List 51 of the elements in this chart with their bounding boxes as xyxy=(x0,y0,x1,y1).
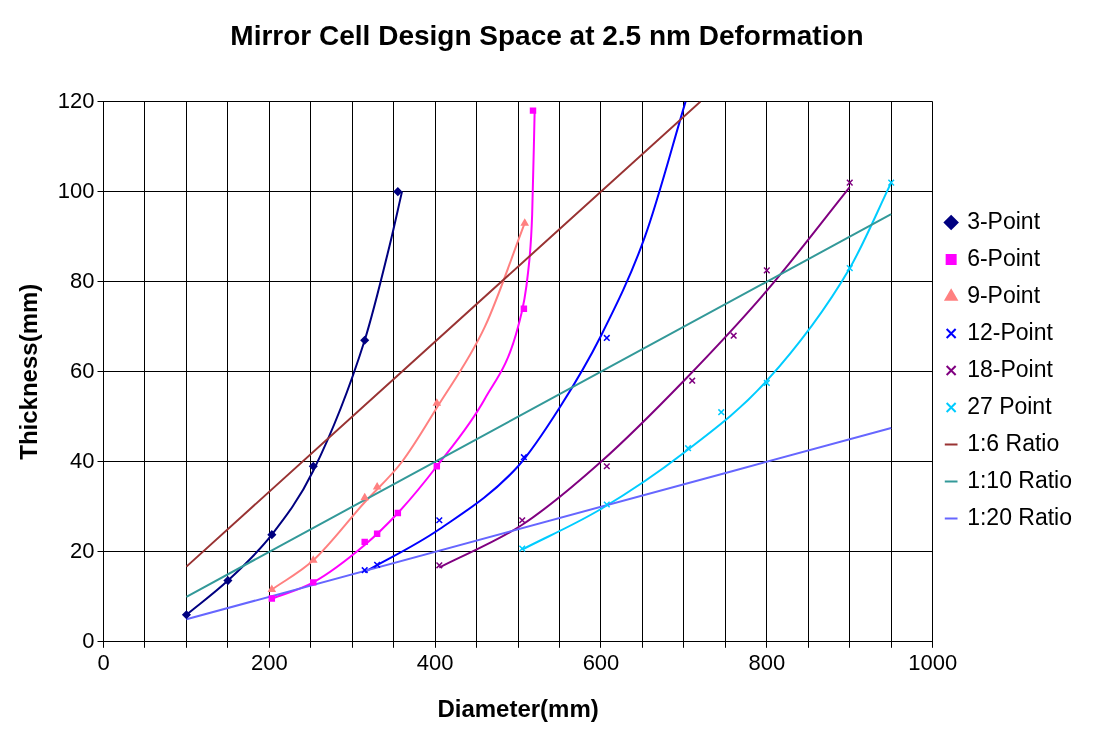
point xyxy=(373,530,381,537)
x-tick-label: 200 xyxy=(250,650,288,676)
legend-label: 1:20 Ratio xyxy=(967,503,1073,530)
legend-label: 12-Point xyxy=(967,318,1054,345)
point xyxy=(520,218,529,226)
line-series xyxy=(521,181,893,551)
point xyxy=(730,332,738,340)
point xyxy=(433,463,441,470)
point xyxy=(717,408,725,416)
legend-label: 9-Point xyxy=(967,281,1041,308)
y-axis-title: Thickness(mm) xyxy=(15,283,43,460)
point xyxy=(268,585,276,593)
point xyxy=(182,610,191,620)
x-tick-label: 1000 xyxy=(908,650,958,676)
point xyxy=(520,305,528,312)
chart-title: Mirror Cell Design Space at 2.5 nm Deformation xyxy=(230,19,864,51)
point xyxy=(518,516,526,524)
x-axis-title: Diameter(mm) xyxy=(437,695,599,723)
legend-label: 1:6 Ratio xyxy=(967,429,1060,456)
legend-label: 1:10 Ratio xyxy=(967,466,1073,493)
point xyxy=(393,187,403,196)
point xyxy=(529,107,537,114)
legend-label: 27 Point xyxy=(967,392,1053,419)
point xyxy=(360,493,369,501)
point xyxy=(361,538,368,546)
point xyxy=(603,462,611,470)
y-tick-label: 60 xyxy=(70,357,95,383)
y-tick-label: 80 xyxy=(70,267,95,293)
y-tick-label: 0 xyxy=(82,627,95,653)
x-tick-label: 400 xyxy=(416,650,454,676)
y-tick-label: 120 xyxy=(57,87,95,113)
point xyxy=(309,461,318,471)
point xyxy=(360,335,369,345)
point xyxy=(433,398,441,406)
x-tick-label: 600 xyxy=(582,650,620,676)
point xyxy=(309,556,318,563)
point xyxy=(394,509,402,517)
point xyxy=(223,576,233,585)
y-tick-label: 20 xyxy=(70,537,95,563)
point xyxy=(373,482,381,490)
y-tick-label: 40 xyxy=(70,447,95,473)
y-tick-label: 100 xyxy=(57,177,95,203)
point xyxy=(310,579,317,586)
point xyxy=(267,530,277,539)
legend-label: 6-Point xyxy=(967,244,1041,271)
line-series xyxy=(363,101,687,574)
x-tick-label: 800 xyxy=(748,650,786,676)
legend-label: 3-Point xyxy=(967,207,1041,234)
point xyxy=(435,516,443,524)
legend-label: 18-Point xyxy=(967,355,1054,382)
point xyxy=(268,595,276,602)
